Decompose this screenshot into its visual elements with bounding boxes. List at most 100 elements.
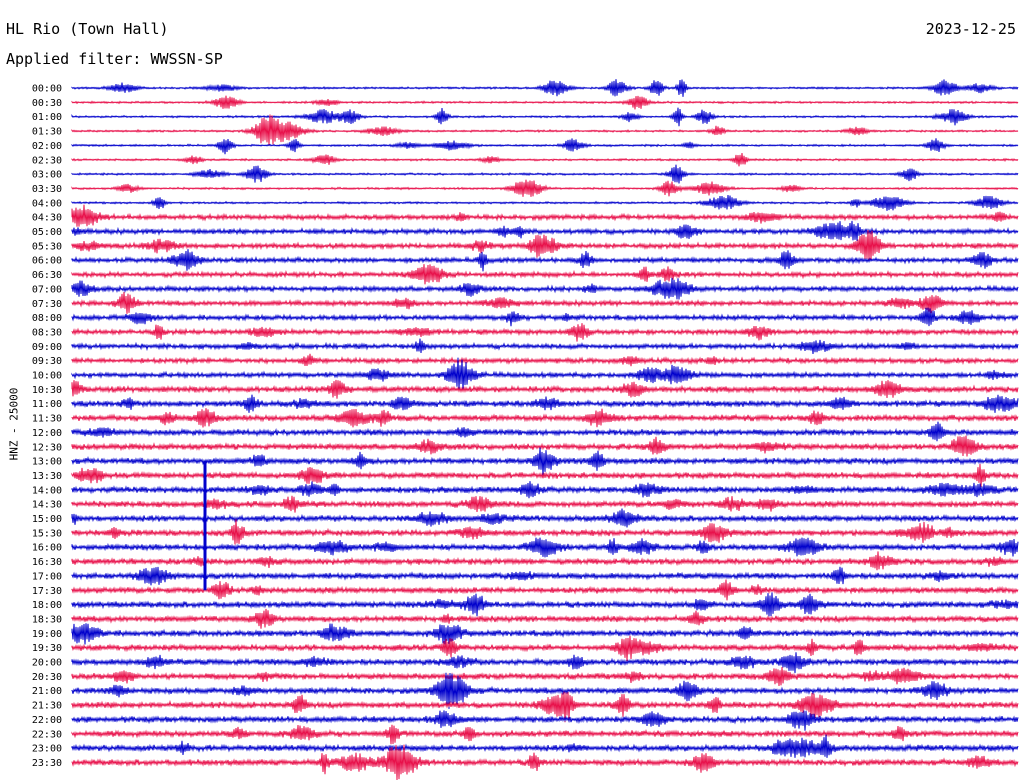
row-label: 21:30 [32, 701, 62, 712]
row-label: 15:30 [32, 528, 62, 539]
trace-row [71, 623, 1019, 645]
row-label: 03:00 [32, 170, 62, 181]
row-label: 05:00 [32, 227, 62, 238]
trace-row [71, 179, 1019, 197]
trace-row [71, 394, 1019, 413]
row-label: 10:00 [32, 371, 62, 382]
row-label: 19:00 [32, 629, 62, 640]
trace-row [71, 79, 1019, 97]
trace-row [71, 229, 1019, 261]
row-label: 16:30 [32, 557, 62, 568]
row-label: 04:00 [32, 198, 62, 209]
trace-row [71, 408, 1019, 428]
row-label: 06:00 [32, 256, 62, 267]
row-label: 02:00 [32, 141, 62, 152]
trace-row [71, 724, 1019, 745]
trace-row [71, 152, 1019, 167]
trace-row [71, 307, 1019, 327]
trace-row [71, 481, 1019, 499]
trace-row [71, 447, 1019, 476]
trace-row [71, 508, 1019, 528]
row-label: 23:30 [32, 758, 62, 769]
trace-row [71, 652, 1019, 674]
date-label: 2023-12-25 [925, 20, 1016, 38]
row-label: 03:30 [32, 184, 62, 195]
trace-row [71, 95, 1019, 110]
row-labels: 00:00 00:30 01:00 01:30 02:00 02:30 03:00 03:30… [32, 84, 62, 769]
trace-row [71, 710, 1019, 731]
row-label: 14:30 [32, 500, 62, 511]
row-label: 09:00 [32, 342, 62, 353]
row-label: 23:00 [32, 744, 62, 755]
row-label: 19:30 [32, 643, 62, 654]
trace-row [71, 138, 1019, 155]
trace-row [71, 204, 1019, 227]
trace-row [71, 164, 1019, 184]
row-label: 16:00 [32, 543, 62, 554]
row-label: 17:00 [32, 571, 62, 582]
trace-row [71, 194, 1019, 211]
row-label: 05:30 [32, 241, 62, 252]
trace-row [71, 379, 1019, 399]
trace-row [71, 291, 1019, 314]
trace-row [71, 744, 1019, 780]
trace-row [71, 519, 1019, 545]
trace-row [71, 421, 1019, 442]
row-label: 08:00 [32, 313, 62, 324]
row-label: 13:00 [32, 457, 62, 468]
trace-row [71, 566, 1019, 586]
trace-row [71, 551, 1019, 571]
filter-label: Applied filter: WWSSN-SP [6, 50, 223, 68]
trace-row [71, 537, 1019, 558]
row-label: 01:30 [32, 127, 62, 138]
row-label: 22:30 [32, 729, 62, 740]
row-label: 10:30 [32, 385, 62, 396]
trace-row [71, 357, 1019, 391]
trace-row [71, 592, 1019, 617]
trace-row [71, 495, 1019, 513]
trace-row [71, 635, 1019, 662]
trace-row [71, 666, 1019, 687]
row-label: 12:00 [32, 428, 62, 439]
row-label: 21:00 [32, 686, 62, 697]
row-label: 07:30 [32, 299, 62, 310]
trace-row [71, 114, 1019, 146]
trace-row [71, 608, 1019, 629]
row-label: 20:00 [32, 658, 62, 669]
row-label: 00:00 [32, 84, 62, 95]
row-label: 02:30 [32, 155, 62, 166]
row-label: 22:00 [32, 715, 62, 726]
row-label: 18:00 [32, 600, 62, 611]
row-label: 17:30 [32, 586, 62, 597]
row-label: 06:30 [32, 270, 62, 281]
trace-row [71, 277, 1019, 300]
row-label: 15:00 [32, 514, 62, 525]
row-label: 04:30 [32, 213, 62, 224]
station-title: HL Rio (Town Hall) [6, 20, 169, 38]
trace-row [71, 435, 1019, 457]
traces [71, 79, 1019, 780]
trace-row [71, 107, 1019, 127]
trace-row [71, 264, 1019, 285]
row-label: 13:30 [32, 471, 62, 482]
row-label: 00:30 [32, 98, 62, 109]
row-label: 01:00 [32, 112, 62, 123]
trace-row [71, 323, 1019, 342]
trace-row [71, 338, 1019, 354]
row-label: 18:30 [32, 614, 62, 625]
row-label: 20:30 [32, 672, 62, 683]
row-label: 14:00 [32, 485, 62, 496]
trace-row [71, 463, 1019, 487]
trace-row [71, 579, 1019, 601]
row-label: 12:30 [32, 442, 62, 453]
row-label: 07:00 [32, 284, 62, 295]
row-label: 11:00 [32, 399, 62, 410]
row-label: 08:30 [32, 327, 62, 338]
trace-row [71, 220, 1019, 241]
trace-row [71, 672, 1019, 709]
row-label: 09:30 [32, 356, 62, 367]
row-label: 11:30 [32, 414, 62, 425]
trace-row [71, 353, 1019, 367]
trace-row [71, 249, 1019, 272]
